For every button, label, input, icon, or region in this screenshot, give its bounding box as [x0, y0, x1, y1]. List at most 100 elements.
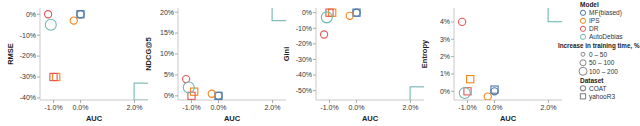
point — [53, 73, 60, 80]
panel: 0%-10%-20%-30%-40%-1.0%0.0%2.0%AUCRMSE — [6, 8, 151, 123]
y-axis-title: Gini — [282, 47, 291, 62]
y-tick-label: 10% — [160, 50, 174, 57]
x-tick — [53, 100, 54, 103]
y-tick — [37, 77, 40, 78]
y-tick — [37, 35, 40, 36]
x-tick — [134, 100, 135, 103]
y-tick-label: 0% — [302, 9, 312, 16]
point — [346, 12, 353, 19]
legend-title: Increase in training time, % — [558, 42, 640, 50]
y-axis — [316, 8, 317, 100]
x-tick — [191, 100, 192, 103]
panel: 0%-10%-20%-30%-40%-50%-1.0%0.0%2.0%AUCGi… — [282, 8, 427, 123]
y-tick — [451, 91, 454, 92]
x-tick-label: -1.0% — [182, 104, 200, 111]
legend-label: DR — [589, 25, 599, 32]
legend-swatch — [580, 26, 585, 31]
point — [548, 8, 562, 22]
point — [491, 88, 498, 95]
legend-label: AutoDebias — [589, 33, 623, 40]
y-tick — [451, 39, 454, 40]
legend-title: Dataset — [580, 77, 604, 84]
y-tick — [175, 54, 178, 55]
legend-size-swatch — [581, 52, 585, 56]
figure: 0%-10%-20%-30%-40%-1.0%0.0%2.0%AUCRMSE20… — [0, 0, 640, 126]
x-tick — [356, 100, 357, 103]
y-tick-label: 20% — [160, 9, 174, 16]
point — [353, 9, 360, 16]
legend-title: Model — [580, 1, 599, 8]
legend-label: COAT — [589, 85, 607, 92]
point — [321, 31, 328, 38]
x-tick — [272, 100, 273, 103]
marks — [45, 11, 149, 100]
point — [272, 8, 286, 21]
y-tick-label: 0% — [164, 92, 174, 99]
x-tick-label: 0.0% — [487, 104, 503, 111]
y-tick — [175, 74, 178, 75]
y-tick — [175, 33, 178, 34]
legend-label: 50 – 100 — [589, 59, 615, 66]
y-tick-label: -50% — [296, 87, 312, 94]
point — [459, 88, 470, 99]
y-tick — [313, 75, 316, 76]
y-tick — [313, 43, 316, 44]
x-tick-label: 2.0% — [265, 104, 281, 111]
legend-swatch — [580, 18, 585, 23]
point — [410, 87, 424, 100]
legend: ModelMF(biased)IPSDRAutoDebiasIncrease i… — [558, 1, 640, 101]
y-tick-label: -40% — [20, 94, 36, 101]
y-axis-title: Entropy — [420, 39, 429, 68]
y-tick-label: 0% — [440, 88, 450, 95]
x-tick — [467, 100, 468, 103]
point — [491, 86, 498, 93]
marks — [459, 8, 563, 100]
x-tick — [218, 100, 219, 103]
point — [484, 93, 491, 100]
legend-swatch — [580, 10, 585, 15]
y-tick — [313, 90, 316, 91]
y-tick — [451, 73, 454, 74]
y-tick — [313, 12, 316, 13]
x-axis-title: AUC — [224, 114, 241, 123]
y-tick-label: -10% — [296, 25, 312, 32]
y-tick-label: -30% — [296, 56, 312, 63]
marks — [321, 9, 425, 100]
y-tick-label: 1% — [440, 70, 450, 77]
panel: 4%3%2%1%0%-1.0%0.0%2.0%AUCEntropy — [420, 5, 565, 123]
point — [467, 76, 474, 83]
x-tick-label: 2.0% — [403, 104, 419, 111]
y-tick-label: -10% — [20, 32, 36, 39]
legend-size-swatch — [580, 60, 586, 66]
x-tick-label: 0.0% — [211, 104, 227, 111]
legend-label: 100 – 200 — [589, 68, 618, 75]
x-tick-label: 0.0% — [73, 104, 89, 111]
y-tick-label: 2% — [440, 53, 450, 60]
y-tick-label: 0% — [26, 11, 36, 18]
legend-shape — [580, 94, 585, 99]
marks — [183, 8, 287, 99]
y-tick-label: 15% — [160, 29, 174, 36]
y-tick-label: -30% — [20, 73, 36, 80]
x-tick-label: -1.0% — [320, 104, 338, 111]
legend-swatch — [580, 34, 585, 39]
y-tick — [451, 21, 454, 22]
legend-label: 0 – 50 — [589, 51, 607, 58]
y-tick-label: -20% — [20, 52, 36, 59]
x-axis-title: AUC — [86, 114, 103, 123]
y-tick — [37, 14, 40, 15]
y-tick-label: 4% — [440, 18, 450, 25]
point — [459, 18, 466, 25]
legend-label: yahooR3 — [589, 93, 615, 101]
x-tick-label: -1.0% — [458, 104, 476, 111]
point — [70, 17, 77, 24]
point — [183, 82, 194, 93]
point — [215, 92, 222, 99]
point — [134, 83, 148, 100]
panel: 20%15%10%5%0%-1.0%0.0%2.0%AUCNDCG@5 — [144, 4, 289, 123]
y-tick-label: 5% — [164, 71, 174, 78]
x-tick-label: 0.0% — [349, 104, 365, 111]
point — [215, 92, 222, 99]
point — [45, 11, 52, 18]
x-tick — [494, 100, 495, 103]
